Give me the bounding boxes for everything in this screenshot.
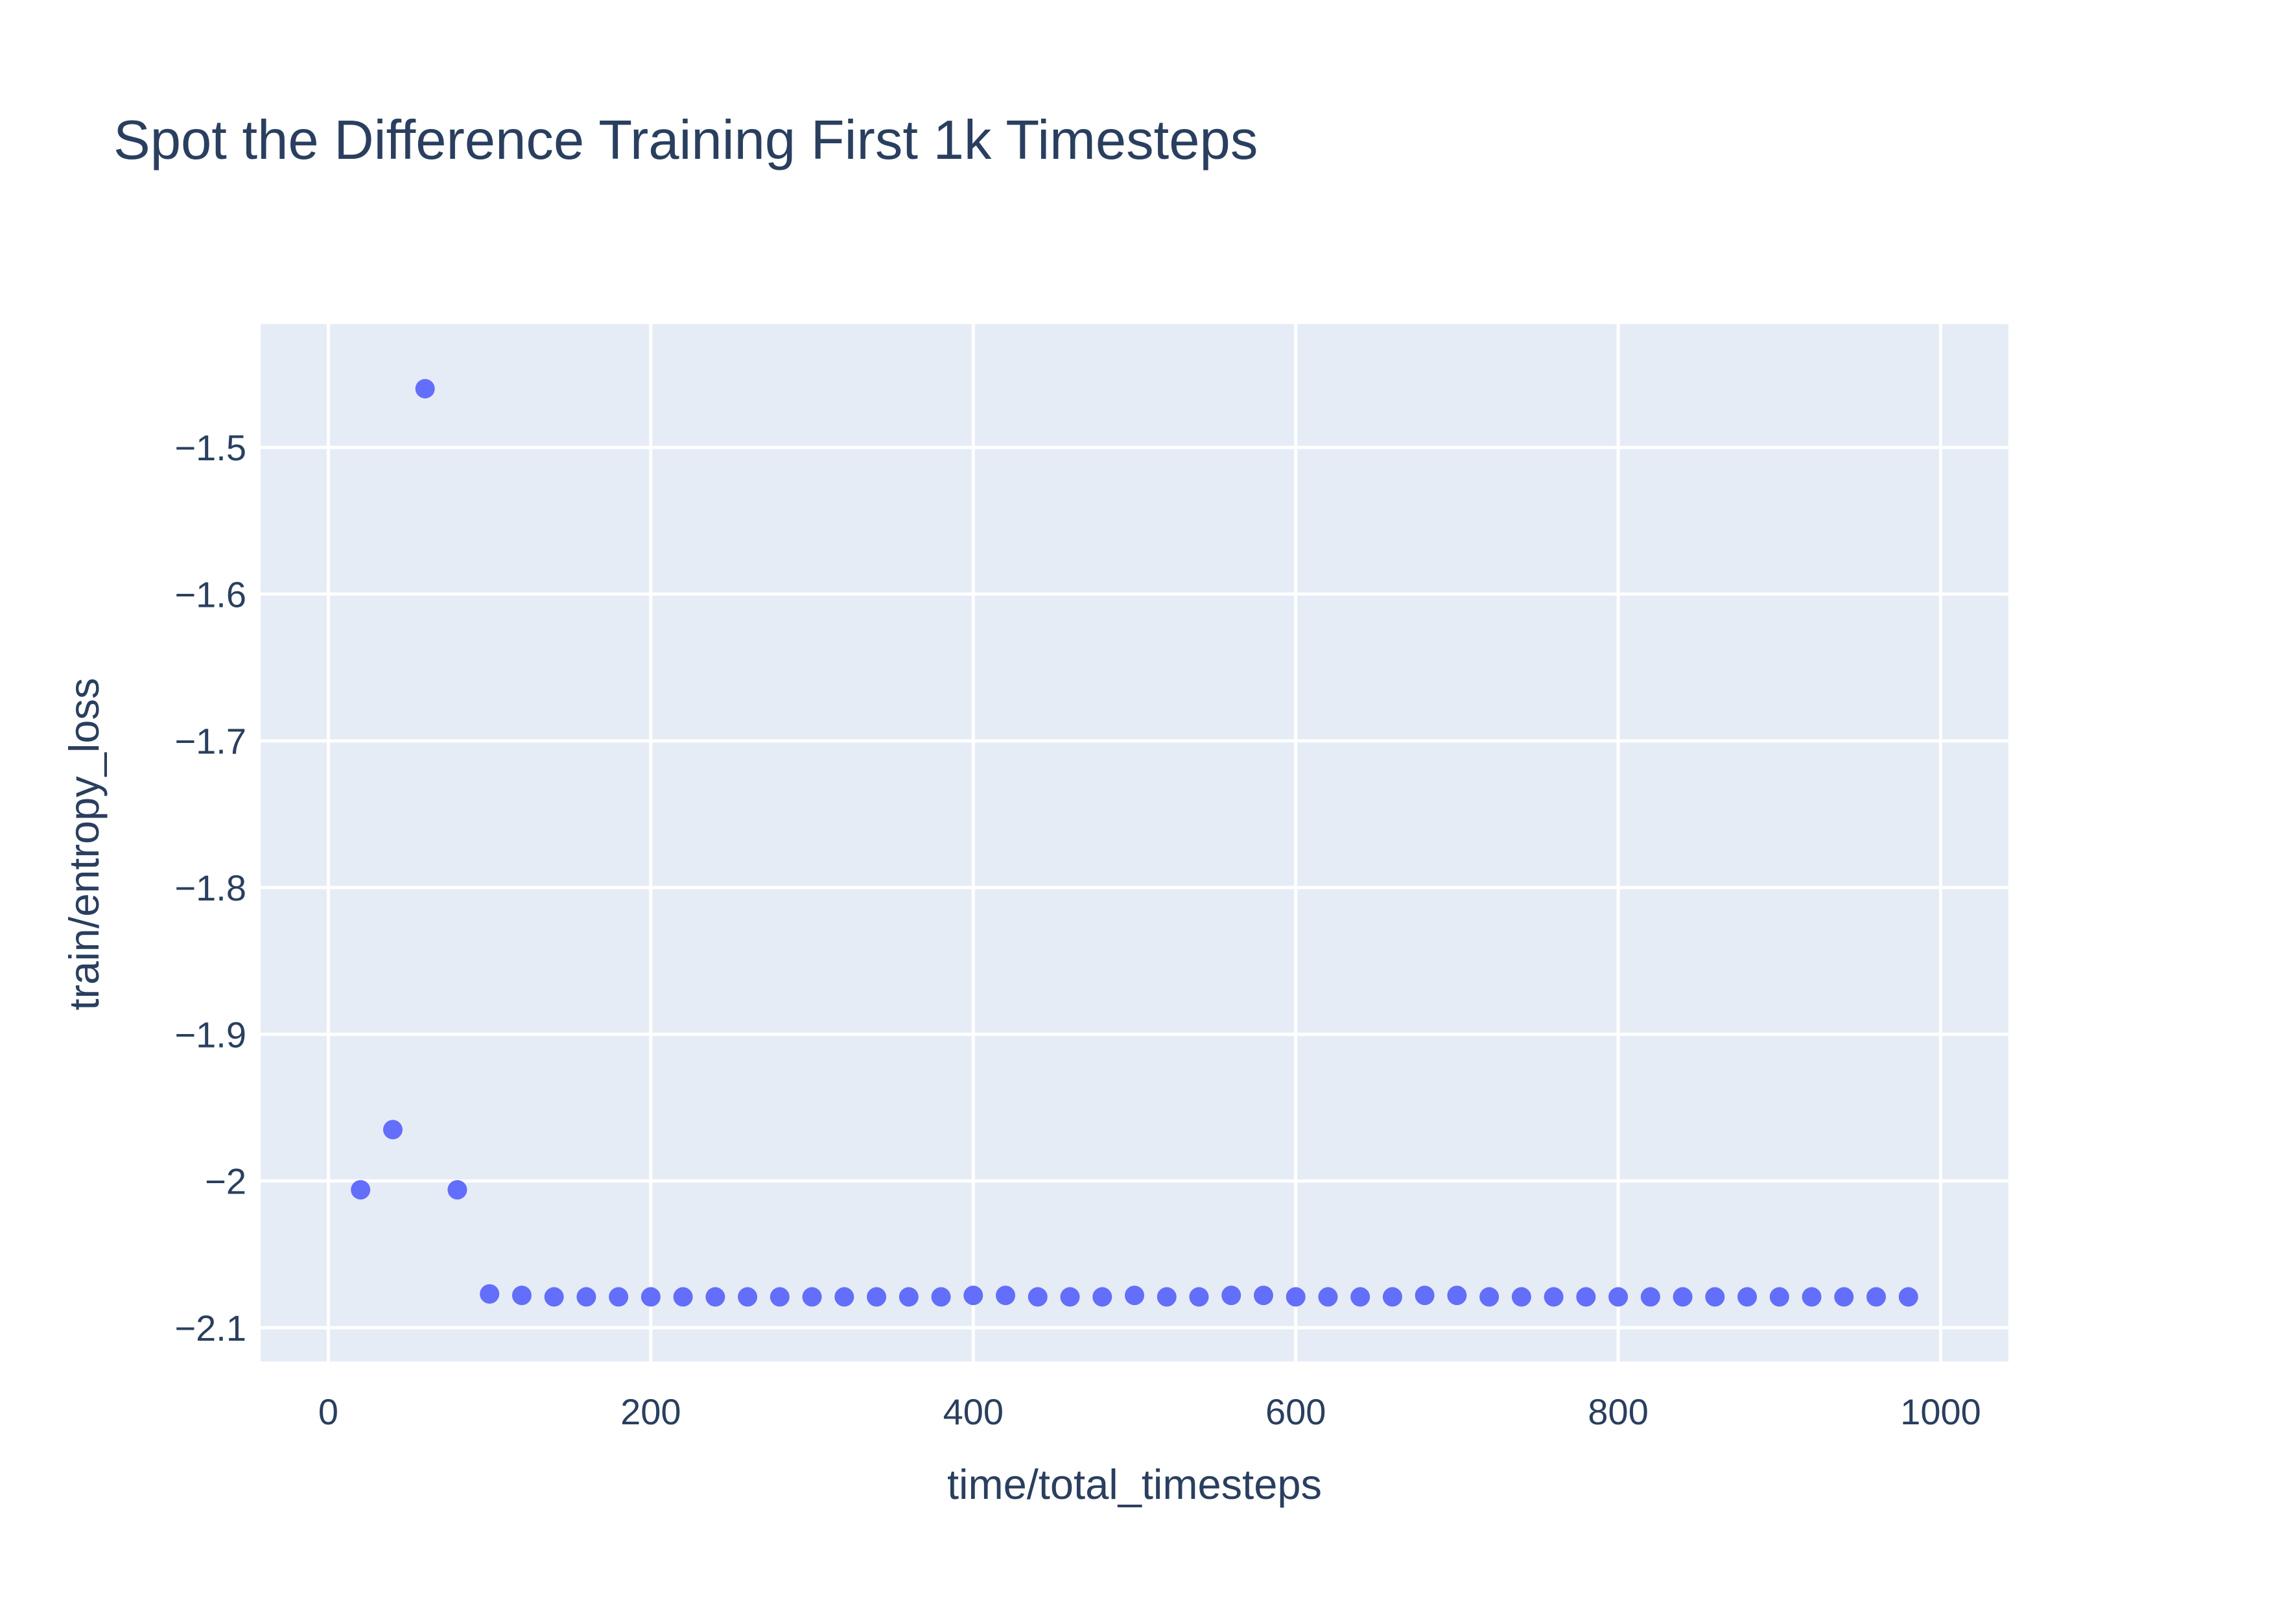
data-point[interactable] bbox=[1576, 1287, 1596, 1307]
data-point[interactable] bbox=[1802, 1287, 1822, 1307]
data-point[interactable] bbox=[1769, 1287, 1789, 1307]
data-point[interactable] bbox=[1479, 1287, 1499, 1307]
data-point[interactable] bbox=[1511, 1287, 1531, 1307]
data-point[interactable] bbox=[1092, 1287, 1112, 1307]
data-point[interactable] bbox=[931, 1287, 951, 1307]
data-point[interactable] bbox=[738, 1287, 758, 1307]
data-point[interactable] bbox=[1544, 1287, 1564, 1307]
x-tick-label: 200 bbox=[620, 1391, 681, 1432]
data-point[interactable] bbox=[609, 1287, 629, 1307]
y-tick-label: −1.5 bbox=[174, 427, 246, 468]
data-point[interactable] bbox=[544, 1287, 564, 1307]
data-point[interactable] bbox=[705, 1287, 725, 1307]
data-point[interactable] bbox=[1060, 1287, 1080, 1307]
data-point[interactable] bbox=[1253, 1286, 1273, 1306]
grid-lines bbox=[261, 324, 2008, 1361]
y-tick-label: −1.8 bbox=[174, 867, 246, 908]
data-point[interactable] bbox=[867, 1287, 887, 1307]
y-tick-label: −1.6 bbox=[174, 574, 246, 615]
data-point[interactable] bbox=[1157, 1287, 1177, 1307]
data-point[interactable] bbox=[415, 379, 435, 399]
data-point[interactable] bbox=[351, 1180, 371, 1200]
data-point[interactable] bbox=[1415, 1286, 1435, 1306]
data-point[interactable] bbox=[1737, 1287, 1758, 1307]
x-tick-label: 400 bbox=[943, 1391, 1004, 1432]
data-point[interactable] bbox=[1028, 1287, 1048, 1307]
data-point[interactable] bbox=[1898, 1287, 1918, 1307]
x-tick-label: 0 bbox=[318, 1391, 338, 1432]
y-tick-label: −2 bbox=[205, 1161, 246, 1202]
data-point[interactable] bbox=[802, 1287, 822, 1307]
x-tick-label: 800 bbox=[1588, 1391, 1648, 1432]
y-tick-label: −1.7 bbox=[174, 721, 246, 762]
data-point[interactable] bbox=[1608, 1287, 1628, 1307]
data-point[interactable] bbox=[1640, 1287, 1660, 1307]
data-point[interactable] bbox=[1286, 1287, 1306, 1307]
data-point[interactable] bbox=[641, 1287, 661, 1307]
data-point[interactable] bbox=[576, 1287, 596, 1307]
data-point[interactable] bbox=[1705, 1287, 1725, 1307]
data-point[interactable] bbox=[1189, 1287, 1209, 1307]
data-point[interactable] bbox=[1350, 1287, 1370, 1307]
data-point[interactable] bbox=[834, 1287, 854, 1307]
data-point[interactable] bbox=[447, 1180, 467, 1200]
y-tick-label: −2.1 bbox=[174, 1308, 246, 1348]
data-point[interactable] bbox=[963, 1286, 983, 1306]
data-point[interactable] bbox=[382, 1120, 403, 1140]
data-point[interactable] bbox=[1125, 1286, 1144, 1306]
data-point[interactable] bbox=[996, 1286, 1016, 1306]
data-point[interactable] bbox=[1673, 1287, 1693, 1307]
data-point[interactable] bbox=[511, 1286, 532, 1306]
data-point[interactable] bbox=[1382, 1287, 1402, 1307]
data-point[interactable] bbox=[1447, 1286, 1467, 1306]
data-point[interactable] bbox=[1221, 1286, 1241, 1306]
x-tick-label: 1000 bbox=[1900, 1391, 1981, 1432]
plot-area bbox=[261, 324, 2008, 1361]
data-point[interactable] bbox=[673, 1287, 693, 1307]
data-point[interactable] bbox=[1866, 1287, 1887, 1307]
y-axis-title: train/entropy_loss bbox=[60, 677, 108, 1010]
data-point[interactable] bbox=[480, 1284, 500, 1304]
data-point[interactable] bbox=[1834, 1287, 1854, 1307]
data-point[interactable] bbox=[899, 1287, 919, 1307]
data-point[interactable] bbox=[1318, 1287, 1338, 1307]
y-tick-label: −1.9 bbox=[174, 1014, 246, 1055]
data-points bbox=[351, 379, 1918, 1307]
x-axis-title: time/total_timesteps bbox=[947, 1461, 1322, 1508]
chart-title: Spot the Difference Training First 1k Ti… bbox=[113, 110, 1258, 171]
data-point[interactable] bbox=[770, 1287, 790, 1307]
tick-labels: 0 200 400 600 800 1000 −1.5 −1.6 −1.7 −1.8 −1.9 −2 −… bbox=[174, 427, 1981, 1432]
x-tick-label: 600 bbox=[1265, 1391, 1326, 1432]
